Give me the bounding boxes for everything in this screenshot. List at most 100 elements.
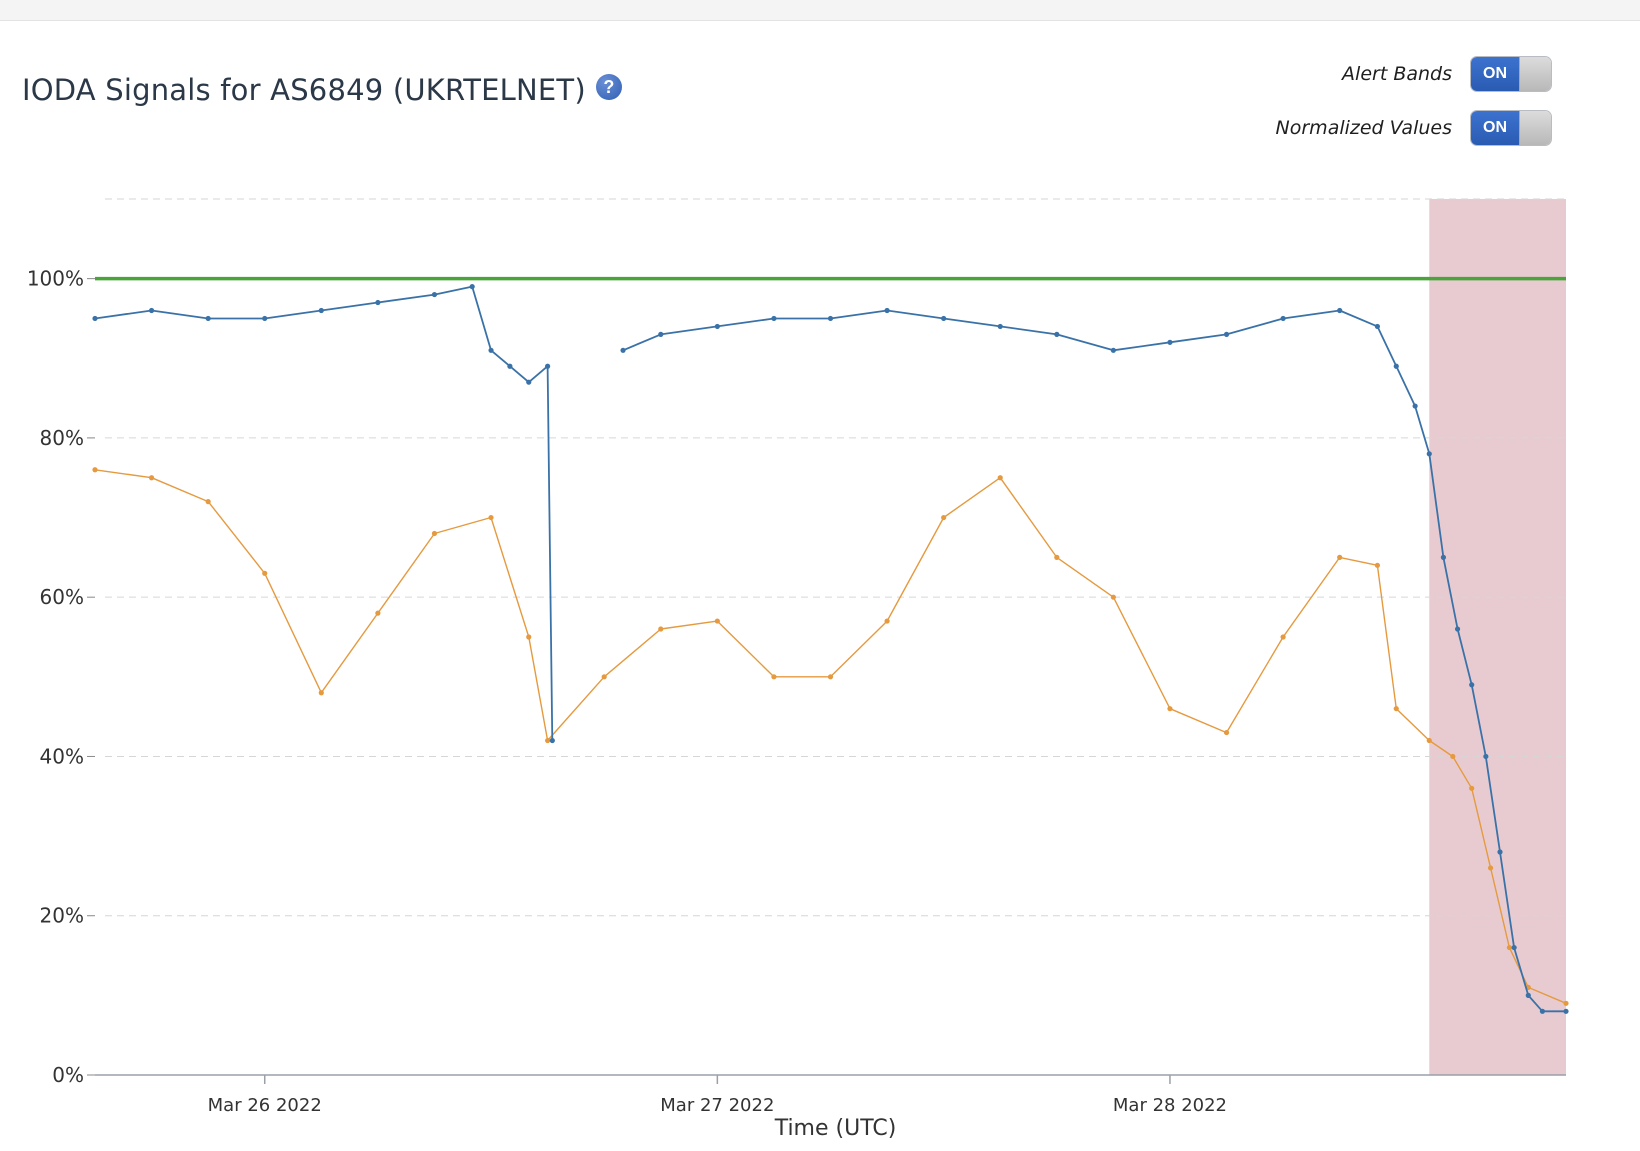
active_probing-point — [526, 379, 532, 385]
active_probing-point — [1497, 849, 1503, 855]
y-tick-label: 40% — [40, 744, 84, 768]
telescope-point — [205, 499, 211, 505]
active_probing-point — [771, 315, 777, 322]
x-tick-label: Mar 26 2022 — [208, 1095, 322, 1116]
telescope-point — [1054, 554, 1060, 560]
active_probing-point — [375, 299, 381, 306]
active_probing-point — [431, 291, 438, 298]
telescope-point — [941, 514, 947, 521]
telescope-point — [714, 618, 720, 624]
x-tick-label: Mar 27 2022 — [660, 1095, 774, 1116]
active_probing-point — [507, 363, 513, 369]
active_probing-point — [1469, 682, 1475, 688]
active_probing-point — [658, 331, 664, 337]
telescope-point — [1393, 706, 1399, 712]
active_probing-point — [1563, 1008, 1569, 1014]
active_probing-point — [1223, 331, 1230, 337]
telescope-point — [1469, 785, 1475, 791]
active_probing-point — [545, 363, 551, 369]
active_probing-point — [1110, 347, 1116, 353]
alert-bands-row: Alert Bands ON — [1342, 56, 1552, 92]
telescope-point — [488, 514, 494, 521]
telescope-point — [827, 674, 834, 680]
telescope-point — [262, 570, 268, 576]
telescope-point — [1223, 729, 1230, 736]
active_probing-point — [262, 315, 268, 322]
active_probing-point — [1280, 315, 1286, 322]
toggle-knob — [1519, 111, 1551, 145]
telescope-point — [526, 634, 532, 640]
telescope-point — [658, 626, 664, 632]
active_probing-point — [884, 307, 890, 314]
active_probing-point — [1440, 554, 1447, 560]
alert-bands-state: ON — [1471, 57, 1519, 91]
telescope-point — [771, 674, 777, 680]
active_probing-point — [549, 737, 555, 744]
active_probing-point — [469, 284, 475, 290]
active_probing-point — [1539, 1008, 1546, 1014]
active_probing-point — [148, 307, 155, 314]
telescope-point — [1167, 706, 1173, 712]
telescope-point — [1280, 634, 1286, 640]
y-tick-label: 60% — [40, 585, 84, 609]
normalized-values-row: Normalized Values ON — [1276, 110, 1552, 146]
telescope-point — [1337, 554, 1343, 560]
telescope-point — [431, 530, 438, 537]
alert-band — [1429, 199, 1566, 1075]
y-tick-label: 20% — [40, 904, 84, 928]
telescope-point — [1374, 562, 1381, 568]
active_probing-point — [997, 323, 1003, 330]
x-axis-label: Time (UTC) — [774, 1116, 897, 1141]
active_probing-point — [1167, 339, 1173, 345]
active_probing-point — [1511, 944, 1517, 951]
active_probing-point — [714, 323, 720, 330]
y-tick-label: 80% — [40, 426, 84, 450]
telescope-point — [148, 475, 155, 481]
telescope-point — [318, 690, 324, 696]
chart-card: IODA Signals for AS6849 (UKRTELNET) ? Al… — [0, 20, 1640, 1151]
telescope-point — [997, 475, 1003, 481]
page-title: IODA Signals for AS6849 (UKRTELNET) — [22, 73, 586, 107]
telescope-point — [1563, 1000, 1569, 1006]
telescope-point — [1450, 753, 1456, 760]
active_probing-point — [941, 315, 947, 322]
telescope-point — [1110, 594, 1116, 600]
active_probing-point — [205, 315, 211, 322]
active_probing-point — [1412, 403, 1418, 409]
question-circle-icon[interactable]: ? — [595, 74, 622, 100]
active_probing-point — [92, 315, 98, 322]
alert-bands-toggle[interactable]: ON — [1470, 56, 1552, 92]
active_probing-point — [1525, 992, 1531, 998]
normalized-values-label: Normalized Values — [1275, 117, 1452, 139]
telescope-point — [1487, 865, 1494, 871]
title-row: IODA Signals for AS6849 (UKRTELNET) ? — [22, 73, 622, 107]
telescope-point — [601, 674, 607, 680]
telescope-point — [92, 467, 98, 473]
telescope-point — [545, 737, 551, 744]
normalized-values-state: ON — [1471, 111, 1519, 145]
active_probing-point — [1054, 331, 1060, 337]
telescope-point — [375, 610, 381, 616]
active_probing-point — [1374, 323, 1381, 330]
telescope-series-line — [94, 469, 1567, 1004]
y-tick-label: 0% — [52, 1063, 84, 1087]
toggle-knob — [1519, 57, 1551, 91]
active_probing-series-line — [94, 285, 1566, 1013]
active_probing-point — [620, 347, 626, 353]
x-tick-label: Mar 28 2022 — [1113, 1095, 1227, 1116]
telescope-point — [1426, 737, 1432, 744]
normalized-values-toggle[interactable]: ON — [1470, 110, 1552, 146]
active_probing-point — [318, 307, 324, 314]
active_probing-point — [827, 315, 834, 322]
active_probing-point — [1426, 451, 1432, 457]
telescope-point — [884, 618, 890, 624]
active_probing-point — [1454, 626, 1461, 632]
active_probing-point — [488, 347, 494, 353]
active_probing-point — [1483, 753, 1489, 760]
y-tick-label: 100% — [27, 267, 84, 291]
active_probing-point — [1337, 307, 1343, 314]
telescope-point — [1506, 944, 1513, 951]
active_probing-point — [1393, 363, 1399, 369]
alert-bands-label: Alert Bands — [1342, 63, 1452, 85]
